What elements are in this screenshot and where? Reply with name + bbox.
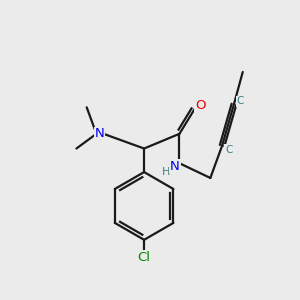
Text: C: C (237, 96, 244, 106)
Text: C: C (225, 145, 232, 155)
Text: O: O (195, 99, 205, 112)
Text: H: H (162, 167, 170, 177)
Text: N: N (170, 160, 180, 173)
Text: Cl: Cl (138, 251, 151, 264)
Text: N: N (95, 127, 105, 140)
